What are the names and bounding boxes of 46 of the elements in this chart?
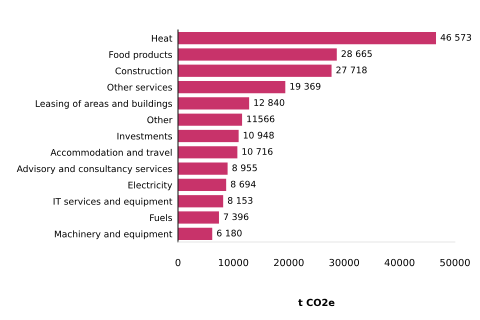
bar bbox=[178, 130, 239, 142]
data-label: 10 716 bbox=[242, 148, 273, 155]
data-label: 8 694 bbox=[230, 180, 256, 188]
data-label: 12 840 bbox=[254, 99, 284, 106]
data-label: 11566 bbox=[247, 115, 274, 122]
bar bbox=[178, 178, 226, 192]
data-label: 8 153 bbox=[228, 197, 252, 204]
bar bbox=[178, 114, 242, 126]
y-tick-label: Food products bbox=[109, 51, 172, 60]
x-tick-label: 40000 bbox=[384, 258, 414, 266]
data-label: 27 718 bbox=[336, 66, 367, 74]
bar bbox=[178, 211, 219, 224]
y-tick-label: Other services bbox=[107, 84, 172, 91]
data-label: 10 948 bbox=[244, 132, 274, 139]
x-tick-label: 50000 bbox=[440, 258, 470, 266]
y-tick-label: Fuels bbox=[150, 214, 172, 222]
bar bbox=[178, 162, 228, 175]
data-label: 8 955 bbox=[232, 164, 257, 172]
bar bbox=[178, 64, 332, 77]
y-tick-label: Heat bbox=[152, 35, 172, 42]
x-axis-title: t CO2e bbox=[298, 298, 334, 306]
y-tick-label: Machinery and equipment bbox=[54, 230, 172, 240]
y-tick-label: Investments bbox=[117, 132, 172, 140]
x-tick-label: 20000 bbox=[274, 258, 304, 266]
x-tick-label: 10000 bbox=[219, 258, 248, 266]
bar bbox=[178, 97, 250, 110]
y-tick-label: Electricity bbox=[128, 181, 172, 190]
data-label: 28 665 bbox=[342, 50, 372, 58]
bar bbox=[178, 48, 337, 61]
data-label: 19 369 bbox=[290, 82, 320, 90]
data-label: 46 573 bbox=[440, 34, 472, 41]
y-tick-label: Leasing of areas and buildings bbox=[36, 100, 172, 109]
y-tick-label: Other bbox=[147, 116, 172, 124]
bar bbox=[178, 146, 238, 158]
y-tick-label: IT services and equipment bbox=[54, 198, 172, 207]
data-label: 6 180 bbox=[217, 230, 242, 236]
x-tick-label: 30000 bbox=[329, 258, 360, 266]
x-tick-label: 0 bbox=[176, 258, 180, 266]
bar bbox=[178, 228, 212, 240]
y-tick-label: Accommodation and travel bbox=[50, 148, 172, 156]
data-label: 7 396 bbox=[224, 213, 248, 220]
y-tick-label: Construction bbox=[115, 67, 172, 74]
y-tick-label: Advisory and consultancy services bbox=[16, 165, 172, 174]
bar bbox=[178, 80, 286, 94]
bar bbox=[178, 195, 224, 208]
bar bbox=[178, 32, 436, 44]
